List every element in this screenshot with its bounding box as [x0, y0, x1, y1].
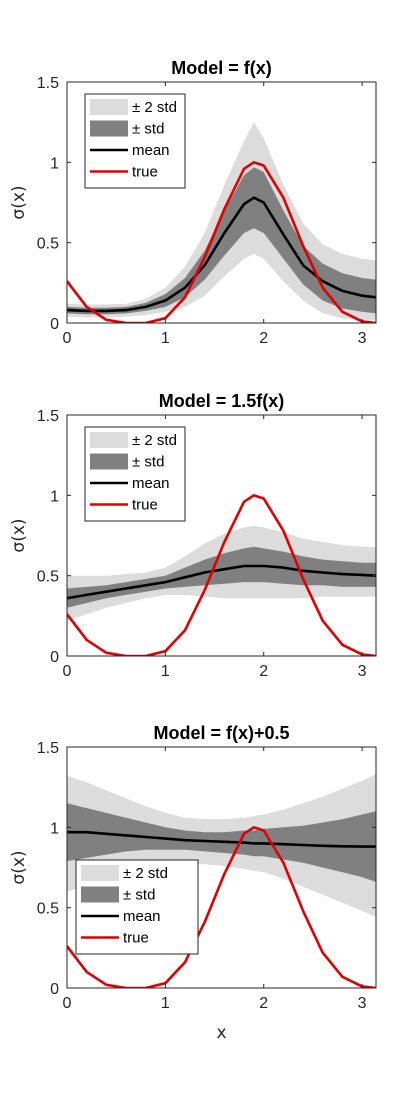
- y-tick-label: 0.5: [37, 569, 59, 586]
- legend-label: mean: [132, 142, 170, 159]
- series-true-line: [67, 826, 376, 988]
- legend-label: ± 2 std: [132, 432, 177, 449]
- legend-label: ± std: [132, 121, 164, 138]
- y-tick-label: 0.5: [37, 901, 59, 918]
- x-tick-label: 2: [259, 995, 268, 1012]
- legend-swatch-2std: [90, 432, 128, 448]
- legend: ± 2 std ± std mean true: [75, 859, 199, 955]
- chart-panel-1: 0 1 2 3 0 0.5 1 1.5 Model = f(x) σ(x) ± 2 std ± std…: [9, 58, 377, 347]
- y-tick-label: 1.5: [37, 740, 59, 757]
- legend-label: ± 2 std: [132, 99, 177, 116]
- x-tick-label: 0: [63, 330, 72, 347]
- chart-title: Model = f(x)+0.5: [153, 723, 289, 743]
- legend: ± 2 std ± std mean true: [84, 93, 186, 189]
- plot-area: [67, 774, 376, 988]
- series-true-line: [67, 161, 376, 323]
- legend-label: ± 2 std: [123, 865, 168, 882]
- x-tick-label: 2: [259, 330, 268, 347]
- legend-label: mean: [123, 908, 161, 925]
- series-true-line: [67, 494, 376, 656]
- legend-swatch-std: [90, 120, 128, 137]
- legend-label: mean: [132, 475, 170, 492]
- legend-label: ± std: [132, 454, 164, 471]
- y-axis-label: σ(x): [9, 185, 29, 219]
- x-tick-label: 1: [161, 663, 170, 680]
- y-tick-label: 1: [50, 155, 59, 172]
- legend-swatch-2std: [90, 99, 128, 115]
- x-tick-label: 3: [358, 995, 367, 1012]
- legend-label: ± std: [123, 887, 155, 904]
- y-tick-label: 0: [50, 981, 59, 998]
- x-tick-label: 3: [358, 330, 367, 347]
- legend-swatch-std: [90, 453, 128, 470]
- x-tick-label: 1: [161, 330, 170, 347]
- y-tick-label: 0: [50, 316, 59, 333]
- series-mean-line: [67, 830, 376, 848]
- chart-title: Model = f(x): [171, 58, 272, 78]
- series-mean-line: [67, 564, 376, 600]
- band-std: [67, 167, 376, 315]
- plot-area: [67, 122, 376, 323]
- y-axis-label: σ(x): [9, 518, 29, 552]
- legend-label: true: [132, 497, 158, 514]
- legend-swatch-2std: [81, 865, 119, 881]
- x-axis-label: x: [216, 1023, 226, 1043]
- legend-label: true: [132, 164, 158, 181]
- x-tick-label: 2: [259, 663, 268, 680]
- plot-area: [67, 494, 376, 656]
- legend: ± 2 std ± std mean true: [84, 426, 186, 522]
- band-std: [67, 546, 376, 608]
- chart-title: Model = 1.5f(x): [159, 391, 285, 411]
- x-tick-label: 1: [161, 995, 170, 1012]
- y-tick-label: 1.5: [37, 75, 59, 92]
- y-tick-label: 1: [50, 820, 59, 837]
- y-tick-label: 1.5: [37, 408, 59, 425]
- x-tick-label: 3: [358, 663, 367, 680]
- chart-panel-3: 0 1 2 3 0 0.5 1 1.5 Model = f(x)+0.5 σ(x) x ± 2 std…: [9, 723, 377, 1043]
- y-tick-label: 0.5: [37, 236, 59, 253]
- y-axis-label: σ(x): [9, 850, 29, 884]
- axes-box: [66, 414, 377, 657]
- y-tick-label: 0: [50, 649, 59, 666]
- series-mean-line: [67, 196, 376, 313]
- legend-label: true: [123, 930, 149, 947]
- x-tick-label: 0: [63, 995, 72, 1012]
- x-tick-label: 0: [63, 663, 72, 680]
- y-tick-label: 1: [50, 488, 59, 505]
- axes-box: [66, 81, 377, 324]
- legend-swatch-std: [81, 886, 119, 903]
- axes-box: [66, 746, 377, 989]
